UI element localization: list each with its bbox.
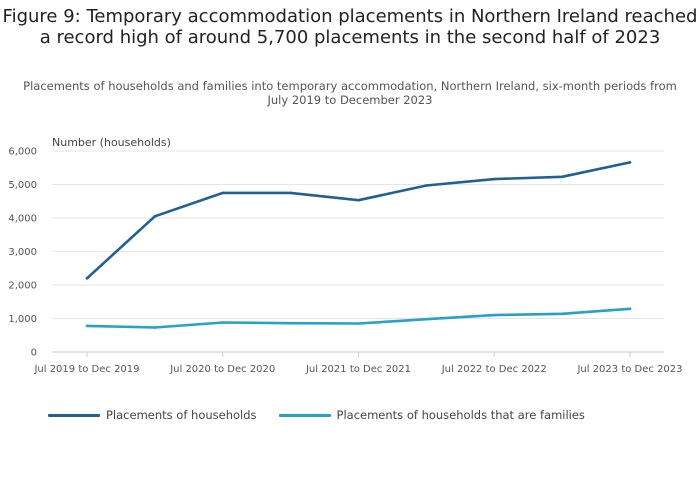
y-tick-label: 0 xyxy=(31,348,37,359)
data-point[interactable] xyxy=(289,321,292,325)
data-point[interactable] xyxy=(357,198,360,202)
data-point[interactable] xyxy=(221,321,225,324)
data-point[interactable] xyxy=(425,317,428,321)
data-point[interactable] xyxy=(492,177,496,181)
x-tick-label: Jul 2023 to Dec 2023 xyxy=(576,364,682,375)
data-point[interactable] xyxy=(628,161,632,164)
y-tick-label: 1,000 xyxy=(8,314,37,325)
legend-item-families[interactable]: Placements of households that are famili… xyxy=(278,408,585,422)
data-point[interactable] xyxy=(221,191,225,195)
data-point[interactable] xyxy=(85,324,89,328)
data-point[interactable] xyxy=(153,326,157,329)
y-axis-ticks: 0 1,000 2,000 3,000 4,000 5,000 6,000 xyxy=(8,147,37,359)
chart-title: Figure 9: Temporary accommodation placem… xyxy=(2,6,698,48)
y-tick-label: 3,000 xyxy=(8,247,37,258)
x-tick-label: Jul 2021 to Dec 2021 xyxy=(305,364,411,375)
data-point[interactable] xyxy=(628,307,632,311)
y-tick-label: 4,000 xyxy=(8,214,37,225)
legend-item-households[interactable]: Placements of households xyxy=(48,408,257,422)
legend-label-families: Placements of households that are famili… xyxy=(336,408,585,422)
gridlines xyxy=(52,150,664,353)
y-tick-label: 6,000 xyxy=(8,147,37,158)
x-tick-label: Jul 2020 to Dec 2020 xyxy=(169,364,275,375)
legend-swatch-households xyxy=(48,413,100,417)
legend: Placements of households Placements of h… xyxy=(48,408,607,422)
series-line-0[interactable] xyxy=(85,161,632,280)
data-point[interactable] xyxy=(153,215,157,218)
y-tick-label: 5,000 xyxy=(8,180,37,191)
data-point[interactable] xyxy=(560,312,564,316)
legend-swatch-families xyxy=(278,413,331,417)
data-point[interactable] xyxy=(425,184,428,187)
data-point[interactable] xyxy=(560,175,564,179)
legend-label-households: Placements of households xyxy=(106,408,257,422)
x-tick-label: Jul 2019 to Dec 2019 xyxy=(33,364,139,375)
data-point[interactable] xyxy=(85,277,89,280)
series-lines xyxy=(85,161,632,329)
data-point[interactable] xyxy=(289,191,292,195)
x-axis-ticks: Jul 2019 to Dec 2019 Jul 2020 to Dec 2020… xyxy=(33,352,683,375)
y-tick-label: 2,000 xyxy=(8,281,37,292)
x-tick-label: Jul 2022 to Dec 2022 xyxy=(441,364,547,375)
chart-subtitle: Placements of households and families in… xyxy=(23,79,677,107)
data-point[interactable] xyxy=(492,313,496,317)
line-chart: Number (households) 0 1,000 2,000 3,000 4,00… xyxy=(8,136,683,375)
data-point[interactable] xyxy=(357,322,360,325)
y-axis-label: Number (households) xyxy=(52,136,171,149)
